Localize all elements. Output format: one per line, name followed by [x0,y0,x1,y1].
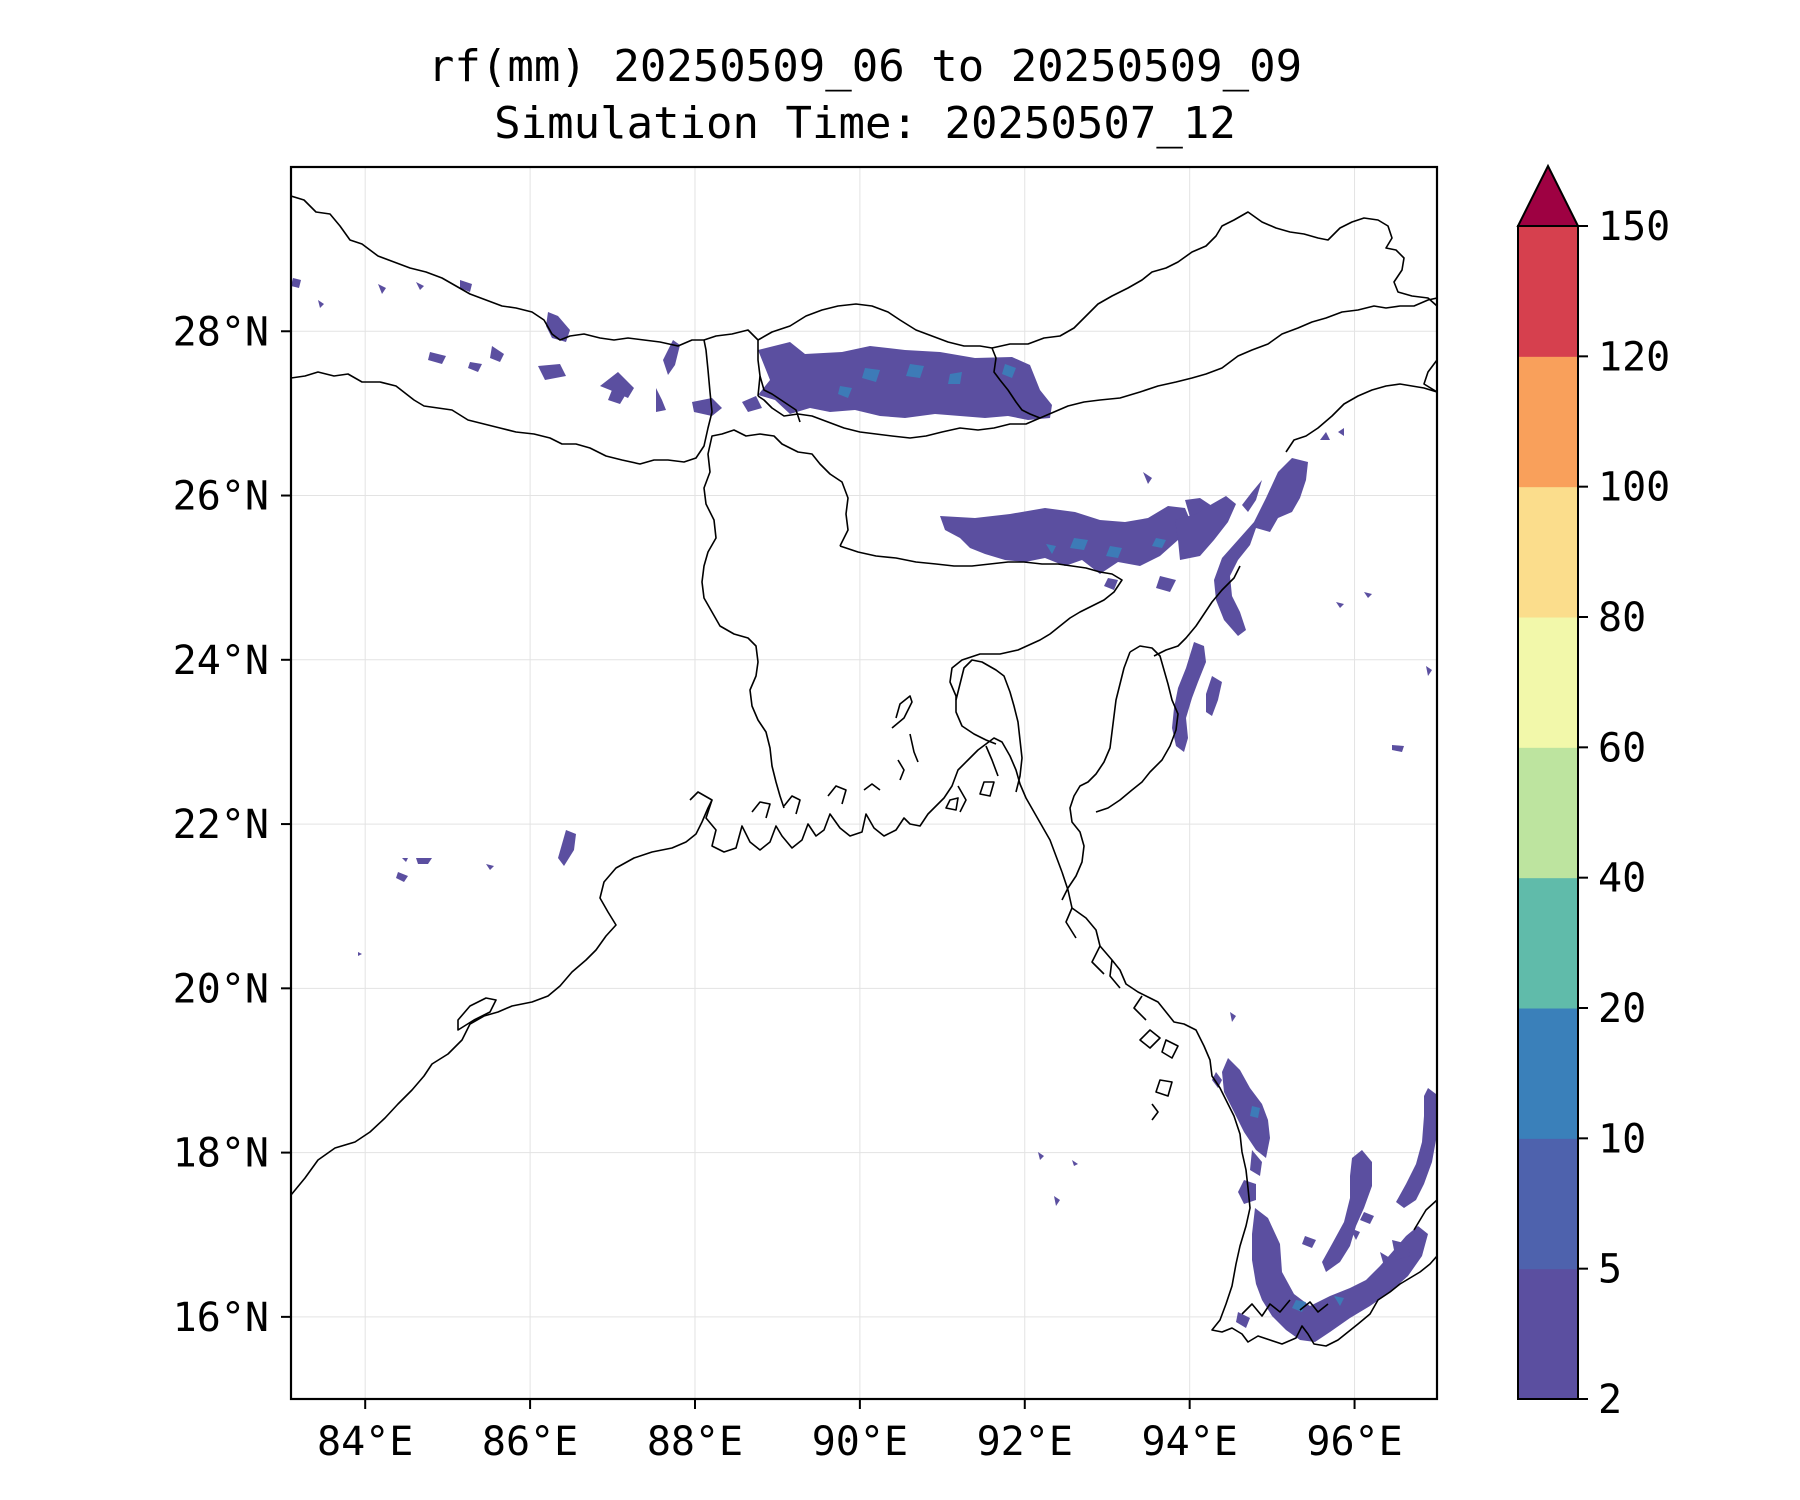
myanmar-coast [1061,871,1437,1347]
lon-tick-label: 86°E [482,1419,578,1465]
title-line-1: rf(mm) 20250509_06 to 20250509_09 [427,41,1303,92]
lat-axis: 28°N 26°N 24°N 22°N 20°N 18°N 16°N [173,309,291,1341]
colorbar-tick-label: 60 [1598,725,1646,771]
india-east-coast [291,791,713,1196]
lon-tick-label: 88°E [647,1419,743,1465]
lon-tick-label: 94°E [1141,1419,1237,1465]
lat-tick-label: 24°N [173,638,269,684]
colorbar-segment [1518,1008,1578,1139]
lon-axis: 84°E 86°E 88°E 90°E 92°E 94°E 96°E [317,1399,1403,1465]
lon-tick-label: 96°E [1306,1419,1402,1465]
coastlines-borders [291,195,1437,1347]
title-line-2: Simulation Time: 20250507_12 [494,98,1236,149]
lat-tick-label: 20°N [173,966,269,1012]
colorbar: 2 5 10 20 40 60 80 100 120 150 [1516,163,1670,1423]
colorbar-segment [1518,617,1578,748]
rain-ayeyarwady-delta [1252,1208,1428,1342]
rain-bago-yoma [1322,1150,1372,1272]
colorbar-segment [1518,226,1578,357]
colorbar-frame [1517,225,1579,1400]
colorbar-tick-label: 2 [1598,1377,1622,1423]
lon-tick-label: 92°E [977,1419,1073,1465]
colorbar-tick-label: 150 [1598,204,1670,250]
lon-tick-label: 90°E [812,1419,908,1465]
gridlines [291,167,1437,1399]
lat-tick-label: 16°N [173,1295,269,1341]
colorbar-segment [1518,486,1578,618]
colorbar-segment [1518,1268,1578,1400]
rain-meghalaya-assam [940,506,1190,574]
colorbar-tick-label: 5 [1598,1247,1622,1293]
colorbar-segment [1518,1138,1578,1270]
bhutan-border [757,303,1041,439]
lat-tick-label: 18°N [173,1131,269,1177]
colorbar-segment [1518,747,1578,879]
colorbar-tick-label: 10 [1598,1116,1646,1162]
colorbar-segment [1518,356,1578,488]
rain-odisha-scatter [558,830,576,866]
lat-tick-label: 26°N [173,474,269,520]
map-frame [289,165,1439,1401]
rain-mizoram-chin [1172,642,1206,752]
rainfall-layer [291,278,1437,1342]
rain-nagaland-manipur [1214,458,1308,636]
lat-tick-label: 22°N [173,802,269,848]
sundarbans-coast [705,737,1063,873]
nepal-border [291,339,713,465]
colorbar-tick-label: 80 [1598,595,1646,641]
colorbar-tick-label: 120 [1598,334,1670,380]
rain-bhutan-himalaya [758,342,1052,420]
bangladesh-border [839,545,1123,745]
colorbar-tick-label: 40 [1598,856,1646,902]
colorbar-extend-arrow [1516,163,1580,227]
colorbar-tick-label: 100 [1598,465,1670,511]
lat-tick-label: 28°N [173,309,269,355]
colorbar-tick-label: 20 [1598,986,1646,1032]
lon-tick-label: 84°E [317,1419,413,1465]
colorbar-segment [1518,877,1578,1009]
rain-rakhine-coast [1222,1058,1270,1158]
